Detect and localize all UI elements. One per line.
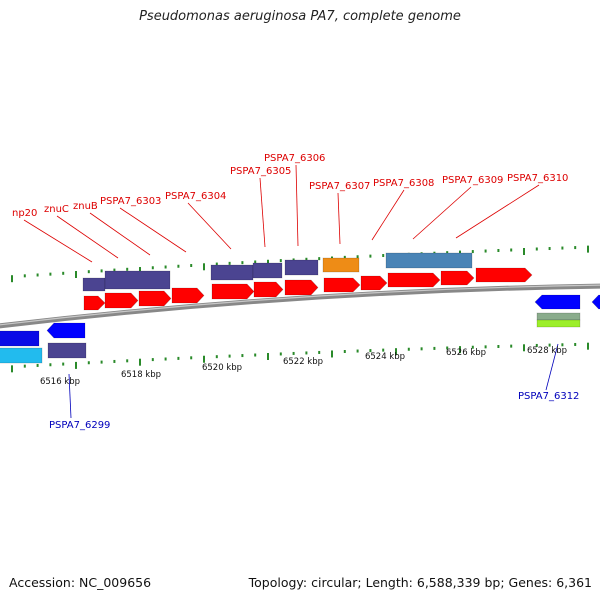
gene-features [0, 252, 600, 364]
axis-label: 6524 kbp [365, 352, 405, 362]
forward-gene-arrow [323, 277, 361, 293]
genome-title: Pseudomonas aeruginosa PA7, complete gen… [139, 9, 461, 24]
forward-gene-arrow [475, 267, 533, 283]
leader-line [119, 207, 187, 253]
leader-line [455, 184, 540, 239]
feature-box [82, 277, 106, 292]
leader-line [89, 212, 151, 256]
forward-gene-arrow [440, 270, 475, 286]
gene-label-top: PSPA7_6307 [309, 181, 370, 192]
feature-box [322, 257, 360, 273]
leader-line [56, 215, 119, 259]
feature-box [0, 330, 40, 347]
leader-line [295, 164, 299, 247]
feature-box [385, 252, 473, 269]
gene-label-top: PSPA7_6303 [100, 196, 161, 207]
axis-label: 6526 kbp [446, 348, 486, 358]
leader-line [545, 343, 559, 391]
reverse-gene-arrow [591, 294, 600, 310]
reverse-gene-arrow [534, 294, 581, 310]
gene-label-top: PSPA7_6309 [442, 175, 503, 186]
axis-label: 6528 kbp [527, 346, 567, 356]
gene-labels: np20 znuC znuB PSPA7_6303 PSPA7_6304 PSPA7_63… [12, 153, 579, 431]
feature-box [536, 312, 581, 321]
axis-label: 6518 kbp [121, 370, 161, 380]
forward-gene-arrow [387, 272, 441, 288]
gene-label-top: PSPA7_6305 [230, 166, 291, 177]
forward-gene-arrow [171, 287, 205, 304]
feature-box [284, 259, 319, 276]
backbone-arc [0, 283, 600, 329]
leader-line [187, 202, 232, 250]
leader-line [371, 189, 405, 241]
leader-line [337, 192, 341, 245]
leader-line [259, 177, 266, 248]
gene-label-top: PSPA7_6304 [165, 191, 226, 202]
gene-label-bottom: PSPA7_6299 [49, 420, 110, 431]
gene-label-top: PSPA7_6306 [264, 153, 325, 164]
leader-line [68, 373, 72, 419]
gene-label-top: np20 [12, 208, 37, 219]
axis-labels: 6516 kbp 6518 kbp 6520 kbp 6522 kbp 6524 kbp… [40, 346, 567, 387]
forward-gene-arrow [83, 295, 106, 311]
forward-gene-arrow [138, 290, 172, 307]
gene-label-top: PSPA7_6308 [373, 178, 434, 189]
axis-label: 6516 kbp [40, 377, 80, 387]
accession-text: Accession: NC_009656 [9, 575, 152, 590]
axis-label: 6522 kbp [283, 357, 323, 367]
axis-label: 6520 kbp [202, 363, 242, 373]
gene-label-top: znuB [73, 201, 98, 212]
feature-box [210, 264, 254, 281]
label-leader-lines [23, 164, 559, 419]
feature-box [47, 342, 87, 359]
gene-label-bottom: PSPA7_6312 [518, 391, 579, 402]
genome-backbone [0, 283, 600, 329]
forward-gene-arrow [211, 283, 255, 300]
feature-box [536, 319, 581, 328]
feature-box [104, 270, 171, 290]
leader-line [412, 186, 472, 240]
backbone-highlight [0, 284, 600, 326]
forward-gene-arrow [104, 292, 139, 309]
forward-gene-arrow [360, 275, 388, 291]
forward-gene-arrow [284, 279, 319, 296]
reverse-gene-arrow [46, 322, 86, 339]
gene-label-top: PSPA7_6310 [507, 173, 568, 184]
feature-box [252, 262, 283, 279]
inner-tick-ring [11, 342, 589, 373]
genome-summary-text: Topology: circular; Length: 6,588,339 bp… [248, 575, 592, 590]
leader-line [23, 219, 93, 263]
forward-gene-arrow [253, 281, 284, 298]
gene-label-top: znuC [44, 204, 69, 215]
feature-box [0, 347, 43, 364]
